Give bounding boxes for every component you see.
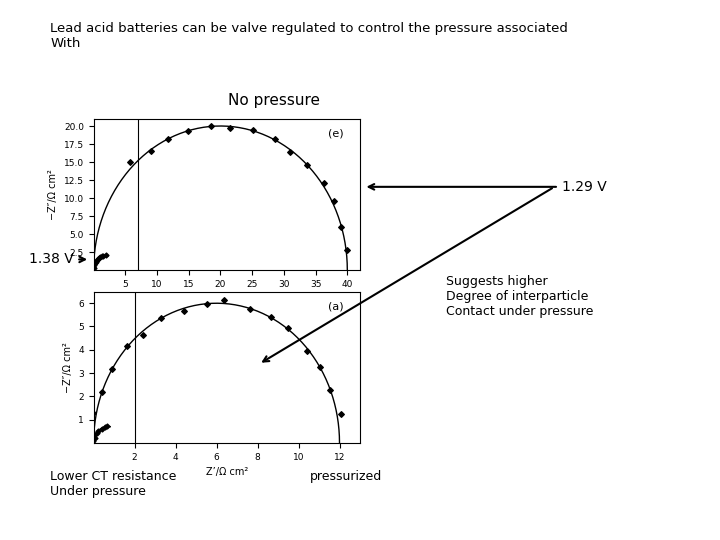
Point xyxy=(269,135,281,144)
Point xyxy=(89,434,100,442)
Point xyxy=(96,252,107,261)
Point xyxy=(94,253,106,262)
Y-axis label: −Z″/Ω cm²: −Z″/Ω cm² xyxy=(63,342,73,393)
Point xyxy=(101,421,112,430)
Point xyxy=(318,179,330,187)
Text: Suggests higher
Degree of interparticle
Contact under pressure: Suggests higher Degree of interparticle … xyxy=(446,275,594,319)
Point xyxy=(122,342,133,350)
Point xyxy=(96,388,108,396)
Point xyxy=(182,127,194,136)
Point xyxy=(137,331,148,340)
Text: Lead acid batteries can be valve regulated to control the pressure associated
Wi: Lead acid batteries can be valve regulat… xyxy=(50,22,568,50)
X-axis label: Z’/Ω cm²: Z’/Ω cm² xyxy=(206,467,248,477)
Point xyxy=(324,386,336,395)
Point xyxy=(248,126,259,134)
Point xyxy=(315,363,326,372)
Point xyxy=(205,122,217,130)
Point xyxy=(244,305,256,314)
Text: 1.29 V: 1.29 V xyxy=(369,180,606,194)
Text: 1.38 V: 1.38 V xyxy=(29,252,85,266)
Point xyxy=(87,436,99,445)
Text: pressurized: pressurized xyxy=(310,470,382,483)
Point xyxy=(156,314,167,322)
Point xyxy=(145,146,157,155)
Point xyxy=(88,264,99,273)
Text: Lower CT resistance
Under pressure: Lower CT resistance Under pressure xyxy=(50,470,177,498)
Point xyxy=(87,263,99,272)
Point xyxy=(91,256,103,265)
Text: (a): (a) xyxy=(328,302,343,312)
Point xyxy=(100,251,112,260)
Point xyxy=(87,409,99,417)
Y-axis label: −Z″/Ω cm²: −Z″/Ω cm² xyxy=(48,169,58,220)
Point xyxy=(328,197,340,205)
Point xyxy=(91,258,102,266)
Point xyxy=(301,160,312,169)
Point xyxy=(89,259,101,268)
Point xyxy=(96,425,108,434)
Point xyxy=(94,253,105,262)
Point xyxy=(89,430,100,439)
Point xyxy=(88,261,99,269)
Point xyxy=(341,246,353,254)
Point xyxy=(284,147,296,156)
Point xyxy=(125,158,136,166)
Point xyxy=(179,307,190,315)
Point xyxy=(107,364,118,373)
Point xyxy=(98,252,109,260)
Point xyxy=(91,428,102,437)
Point xyxy=(282,323,294,332)
Point xyxy=(202,300,213,308)
Text: (e): (e) xyxy=(328,129,343,139)
Point xyxy=(93,427,104,435)
Point xyxy=(225,124,236,132)
Point xyxy=(335,223,346,232)
Point xyxy=(162,134,174,143)
Point xyxy=(265,313,276,322)
X-axis label: Z’/Ω cm²: Z’/Ω cm² xyxy=(206,294,248,304)
Point xyxy=(99,423,111,431)
Point xyxy=(92,254,104,263)
Point xyxy=(218,296,230,305)
Text: No pressure: No pressure xyxy=(228,93,320,108)
Point xyxy=(335,410,346,418)
Point xyxy=(302,346,313,355)
